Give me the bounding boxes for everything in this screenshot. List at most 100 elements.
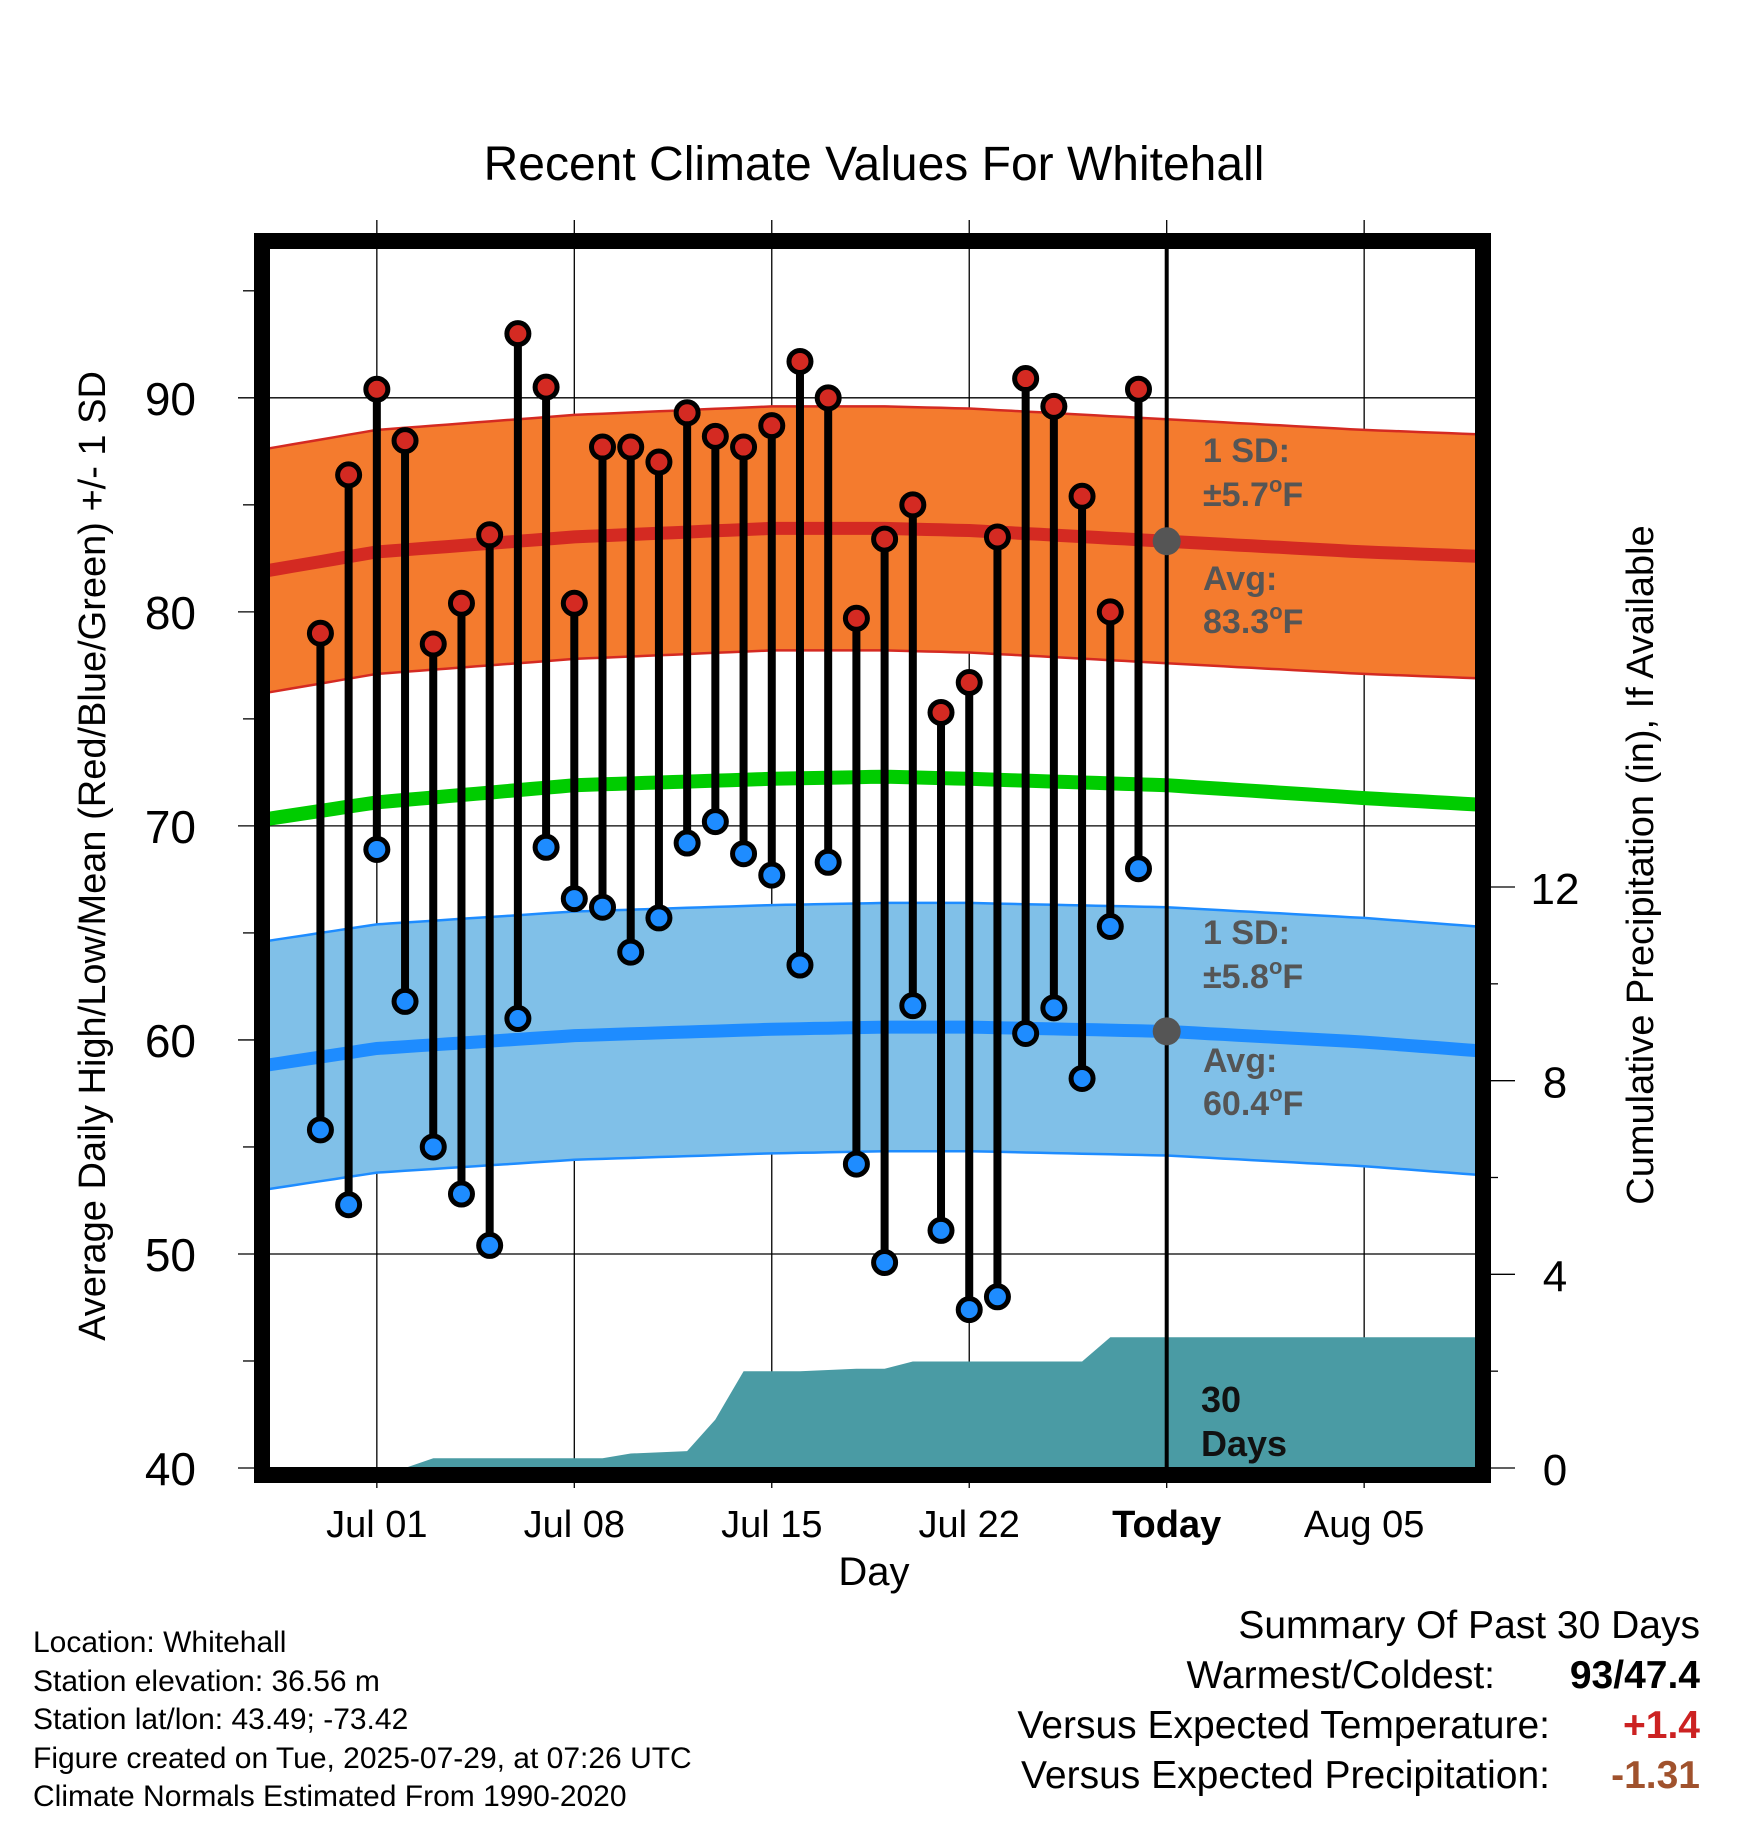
- days-count-word: Days: [1201, 1423, 1287, 1464]
- high-sd-label: 1 SD:: [1203, 432, 1290, 470]
- daily-high-point: [786, 347, 814, 375]
- daily-low-point: [1068, 1064, 1096, 1092]
- daily-low-point: [701, 808, 729, 836]
- normal-low-line: [263, 1020, 1478, 1073]
- daily-points: [306, 320, 1152, 1324]
- daily-high-point: [758, 412, 786, 440]
- summary-temp-row: Versus Expected Temperature: +1.4: [800, 1704, 1700, 1754]
- daily-low-point: [645, 904, 673, 932]
- high-band-lower-edge: [263, 649, 1478, 695]
- y-tick-label: 50: [145, 1229, 196, 1281]
- daily-low-point: [1124, 855, 1152, 883]
- low-sd-label: 1 SD:: [1203, 914, 1290, 952]
- daily-high-point: [1124, 375, 1152, 403]
- daily-low-point: [419, 1133, 447, 1161]
- daily-low-point: [899, 992, 927, 1020]
- high-avg-value: 83.3oF: [1203, 599, 1303, 641]
- daily-high-point: [927, 698, 955, 726]
- y-tick-label: 60: [145, 1015, 196, 1067]
- daily-high-point: [306, 619, 334, 647]
- normal-mean-line: [262, 769, 1478, 827]
- warmest-value: 93: [1569, 1654, 1614, 1697]
- climate-chart: Recent Climate Values For Whitehall 1 SD…: [72, 138, 1662, 1594]
- low-sd-value: ±5.8oF: [1203, 954, 1303, 996]
- y2-tick-label: 4: [1543, 1252, 1567, 1301]
- high-avg-label: Avg:: [1203, 560, 1277, 598]
- normal-high-line: [262, 521, 1478, 578]
- plot-border: [254, 233, 1491, 1483]
- daily-high-point: [363, 375, 391, 403]
- x-tick-label: Jul 01: [326, 1504, 427, 1546]
- x-tick-label: Jul 22: [919, 1504, 1020, 1546]
- daily-high-point: [842, 604, 870, 632]
- daily-low-point: [730, 840, 758, 868]
- daily-high-point: [589, 433, 617, 461]
- summary-precip-row: Versus Expected Precipitation: -1.31: [800, 1754, 1700, 1804]
- daily-low-point: [814, 848, 842, 876]
- daily-high-point: [899, 491, 927, 519]
- y-axis-label: Average Daily High/Low/Mean (Red/Blue/Gr…: [72, 371, 114, 1341]
- daily-high-point: [701, 422, 729, 450]
- precipitation-fill: [264, 1337, 1477, 1468]
- y-tick-label: 90: [145, 373, 196, 425]
- daily-low-point: [504, 1005, 532, 1033]
- high-sd-band: [264, 406, 1477, 694]
- normals-text: Climate Normals Estimated From 1990-2020: [33, 1780, 627, 1813]
- daily-range-stems: [316, 329, 1143, 1314]
- daily-low-point: [617, 938, 645, 966]
- y-tick-label: 40: [145, 1443, 196, 1495]
- coldest-value: 47.4: [1624, 1654, 1700, 1697]
- normal-bands: [262, 405, 1478, 1192]
- low-sd-band: [264, 902, 1477, 1190]
- daily-high-point: [504, 320, 532, 348]
- plot-frame: [254, 233, 1491, 1483]
- daily-low-point: [1096, 912, 1124, 940]
- today-low-average-marker: [1152, 1017, 1181, 1046]
- daily-high-point: [532, 373, 560, 401]
- daily-low-point: [1012, 1020, 1040, 1048]
- daily-high-point: [447, 589, 475, 617]
- today-high-average-marker: [1152, 527, 1181, 556]
- x-tick-label: Aug 05: [1304, 1504, 1424, 1546]
- y2-axis-label: Cumulative Precipitation (in), If Availa…: [1620, 525, 1662, 1204]
- y2-tick-label: 12: [1531, 865, 1580, 914]
- daily-low-point: [476, 1231, 504, 1259]
- summary-panel: Summary Of Past 30 Days Warmest/Coldest:…: [800, 1604, 1700, 1804]
- low-band-lower-edge: [263, 1149, 1478, 1192]
- daily-low-point: [871, 1249, 899, 1277]
- x-tick-label: Today: [1112, 1504, 1221, 1546]
- chart-title: Recent Climate Values For Whitehall: [484, 138, 1265, 191]
- daily-high-point: [983, 523, 1011, 551]
- axes: 40 50 60 70 80 90 0 4 8 12 Jul 01 Jul 08 Jul 15 Jul 2…: [145, 290, 1580, 1546]
- y2-tick-label: 0: [1543, 1446, 1567, 1495]
- daily-high-point: [730, 433, 758, 461]
- x-tick-label: Jul 15: [721, 1504, 822, 1546]
- temp-value: +1.4: [1623, 1704, 1700, 1747]
- days-count-number: 30: [1201, 1379, 1241, 1420]
- x-tick-label: Jul 08: [524, 1504, 625, 1546]
- warmest-coldest-value: 93/47.4: [1569, 1654, 1700, 1697]
- daily-low-point: [983, 1283, 1011, 1311]
- daily-high-point: [1040, 392, 1068, 420]
- daily-low-point: [335, 1191, 363, 1219]
- daily-high-point: [335, 461, 363, 489]
- station-metadata: Location: Whitehall Station elevation: 3…: [33, 1624, 692, 1817]
- x-axis-label: Day: [838, 1550, 909, 1594]
- low-avg-value: 60.4oF: [1203, 1081, 1303, 1123]
- summary-warmest-row: Warmest/Coldest: 93/47.4: [800, 1654, 1700, 1704]
- daily-low-point: [1040, 994, 1068, 1022]
- daily-low-point: [532, 833, 560, 861]
- daily-low-point: [306, 1116, 334, 1144]
- high-sd-value: ±5.7oF: [1203, 472, 1303, 514]
- daily-high-point: [617, 433, 645, 461]
- daily-high-point: [419, 630, 447, 658]
- daily-low-point: [363, 835, 391, 863]
- latlon-text: Station lat/lon: 43.49; -73.42: [33, 1703, 409, 1736]
- daily-high-point: [955, 668, 983, 696]
- daily-high-point: [560, 589, 588, 617]
- high-band-upper-edge: [263, 405, 1478, 451]
- daily-low-point: [758, 861, 786, 889]
- location-text: Location: Whitehall: [33, 1626, 287, 1659]
- created-text: Figure created on Tue, 2025-07-29, at 07…: [33, 1741, 692, 1775]
- elevation-text: Station elevation: 36.56 m: [33, 1664, 380, 1698]
